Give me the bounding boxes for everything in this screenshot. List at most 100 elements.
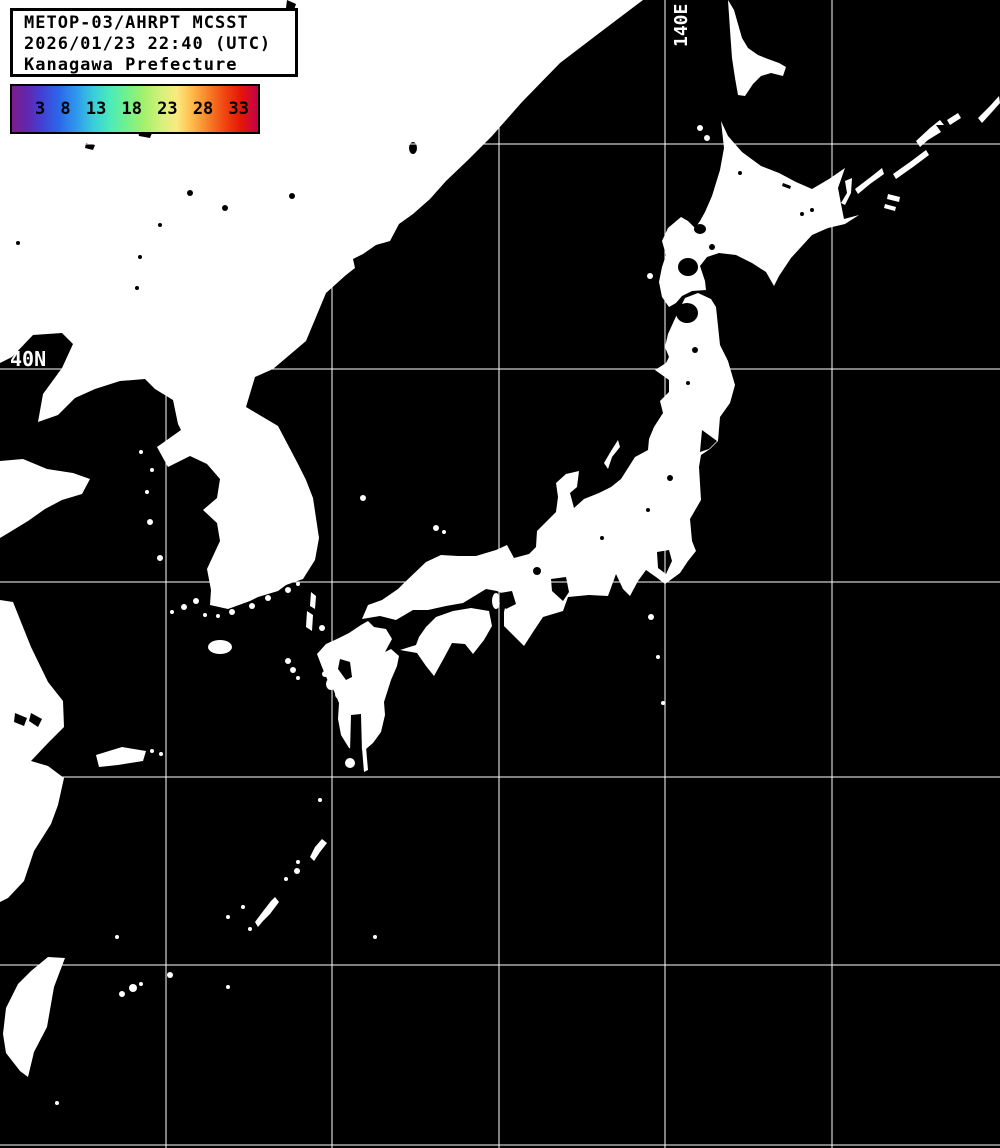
sea-mutsu-bay <box>676 303 698 323</box>
land-honshu <box>362 293 735 646</box>
land-shandong <box>0 459 90 538</box>
sea-kagoshima-bay <box>350 714 362 752</box>
lake-inawashiro <box>667 475 673 481</box>
colorbar-tick-label: 33 <box>228 99 249 119</box>
islet-korea-s10 <box>216 614 220 618</box>
land-tanegashima <box>362 747 368 772</box>
islet-korea-s4 <box>229 609 235 615</box>
islet-goto-3 <box>296 676 300 680</box>
land-tsushima-north <box>310 592 316 609</box>
islet-rishiri <box>697 125 703 131</box>
islet-yaeyama <box>139 982 143 986</box>
islet-korea-s2 <box>181 604 187 610</box>
islet-korea-w2 <box>147 519 153 525</box>
islet-daito <box>373 935 377 939</box>
land-sakhalin <box>728 0 786 96</box>
sea-osaka-bay <box>499 591 516 609</box>
sea-ise-bay <box>551 577 569 601</box>
islet-oki-2 <box>442 530 446 534</box>
islet-ulleungdo <box>360 495 366 501</box>
islet-korea-s1 <box>193 598 199 604</box>
colorbar-tick-label: 13 <box>85 99 107 119</box>
islet-miyako <box>167 972 173 978</box>
land-taiwan <box>3 957 65 1077</box>
title-region: Kanagawa Prefecture <box>24 55 238 75</box>
islet-goto-1 <box>285 658 291 664</box>
islet-korea-w1 <box>157 555 163 561</box>
land-hokkaido <box>659 121 859 307</box>
islet-korea-w3 <box>145 490 149 494</box>
islet-korea-s8 <box>296 582 300 586</box>
lake-manchuria-1 <box>187 190 193 196</box>
title-datetime: 2026/01/23 22:40 (UTC) <box>24 34 272 54</box>
lake-hokkaido-1 <box>738 171 742 175</box>
river-yangtze-1 <box>14 713 27 726</box>
lat-label-40n: 40N <box>10 347 46 371</box>
lake-akan <box>810 208 814 212</box>
sea-uchiura-bay <box>678 258 698 276</box>
lake-manchuria-4 <box>158 223 162 227</box>
islet-goto-2 <box>290 667 296 673</box>
islet-rebun <box>704 135 710 141</box>
islet-bank-2 <box>159 752 163 756</box>
temperature-colorbar: 3 8 13 18 23 28 33 <box>10 84 260 134</box>
lake-manchuria-3 <box>289 193 295 199</box>
islet-korea-s9 <box>203 613 207 617</box>
lake-manchuria-2 <box>222 205 228 211</box>
river-yangtze-2 <box>29 713 42 727</box>
islet-tokunoshima <box>294 868 300 874</box>
land-yakushima <box>345 758 355 768</box>
land-urup <box>978 96 1000 123</box>
land-china-east-coast <box>0 600 64 902</box>
lake-saroma <box>782 183 791 189</box>
colorbar-tick-label: 28 <box>192 99 214 119</box>
islet-korea-s7 <box>285 587 291 593</box>
lon-label-140e: 140E <box>671 4 692 47</box>
lake-khanka <box>409 142 417 154</box>
lake-suwa <box>600 536 604 540</box>
lake-shikotsu <box>709 244 715 250</box>
islet-bank-1 <box>150 749 154 753</box>
land-tsushima-south <box>306 611 313 631</box>
islet-korea-w5 <box>139 450 143 454</box>
lake-manchuria-5 <box>16 241 20 245</box>
land-kuril-islet <box>947 113 961 125</box>
islet-iki <box>319 625 325 631</box>
islet-okinoerabu <box>284 877 288 881</box>
islet-korea-s3 <box>170 610 174 614</box>
land-yangtze-bank <box>96 747 146 767</box>
islet-oki-1 <box>433 525 439 531</box>
land-okinawa <box>255 897 279 927</box>
land-awaji <box>492 593 500 609</box>
land-shikotan <box>887 194 900 202</box>
land-kyushu <box>317 621 399 751</box>
islet-korea-s5 <box>249 603 255 609</box>
land-amakusa-1 <box>326 678 336 690</box>
islet-iriomote <box>119 991 125 997</box>
colorbar-tick-label: 3 <box>35 99 46 119</box>
colorbar-tick-label: 18 <box>121 99 142 119</box>
lake-biwa <box>533 567 541 575</box>
islet-tokara <box>318 798 322 802</box>
land-mainland-asia-korea <box>0 0 643 609</box>
sea-sendai-bay <box>700 430 717 452</box>
islet-ludao <box>55 1101 59 1105</box>
land-habomai <box>884 204 896 211</box>
land-shikoku <box>400 608 492 676</box>
colorbar-tick-label: 23 <box>157 99 178 119</box>
islet-korea-s6 <box>265 595 271 601</box>
land-amakusa-3 <box>322 671 328 677</box>
sea-ishikari-bay <box>694 224 706 234</box>
islet-okinawa-s <box>226 985 230 989</box>
islet-korea-w4 <box>150 468 154 472</box>
islet-kikai <box>296 860 300 864</box>
lake-towada <box>692 347 698 353</box>
river-mark-2 <box>85 143 95 150</box>
title-box: METOP-03/AHRPT MCSST 2026/01/23 22:40 (U… <box>10 8 298 77</box>
land-jeju <box>208 640 232 654</box>
colorbar-tick-label: 8 <box>60 99 71 119</box>
islet-okushiri <box>647 273 653 279</box>
lake-kussharo <box>800 212 804 216</box>
